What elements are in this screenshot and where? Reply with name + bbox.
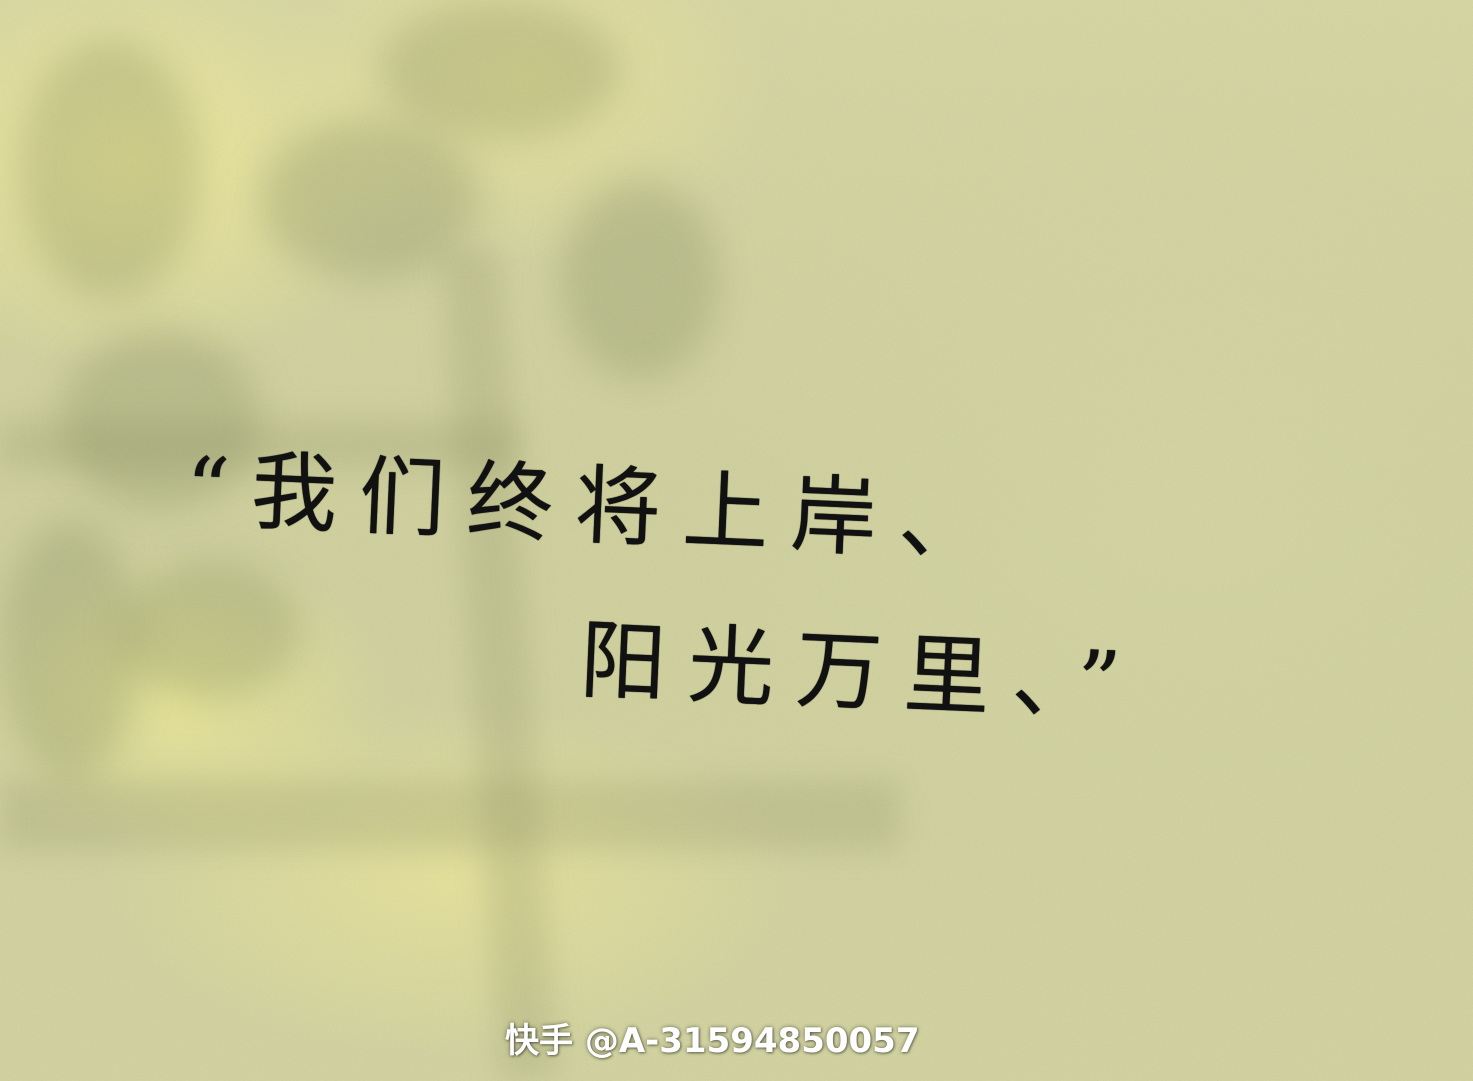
window-frame-shadow [441,248,559,1081]
window-frame-shadow [0,780,900,850]
leaf-shadow [20,40,200,300]
quote-line-1: “我们终将上岸、 [183,439,1009,575]
watermark: 快手 @A-31594850057 [505,1021,920,1061]
leaf-shadow [0,520,140,780]
quote-line-2: 阳光万里、” [578,610,1145,736]
leaf-shadow [120,560,300,700]
leaf-shadow [560,180,720,380]
leaf-shadow [380,0,620,140]
